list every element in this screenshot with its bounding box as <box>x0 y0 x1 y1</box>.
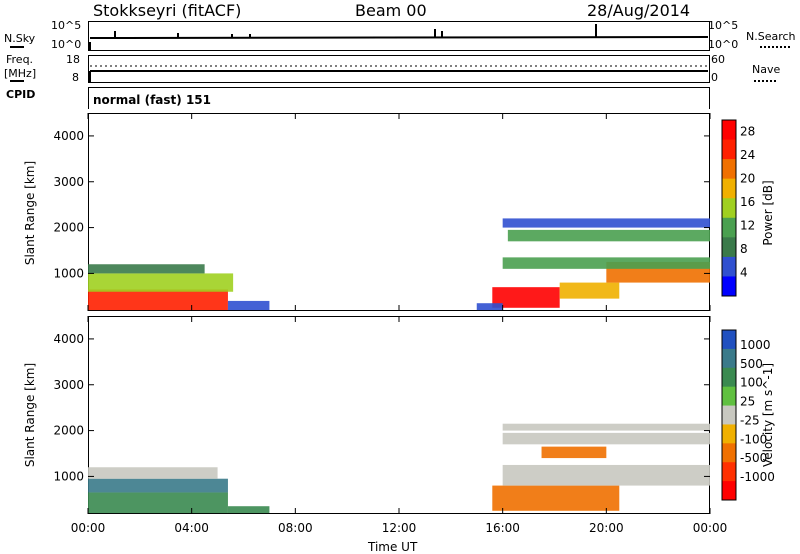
data-cell <box>227 300 270 311</box>
data-cell <box>559 282 620 299</box>
data-cell <box>492 485 620 511</box>
colorbar-tick-label: 16 <box>740 195 755 209</box>
colorbar-tick-label: 28 <box>740 125 755 139</box>
x-tick-label: 16:00 <box>485 521 520 535</box>
freq-left-underline <box>10 80 24 82</box>
colorbar-segment <box>722 367 736 388</box>
colorbar-segment <box>722 256 736 277</box>
colorbar-segment <box>722 217 736 238</box>
data-cell <box>492 287 560 308</box>
x-tick-label: 00:00 <box>693 521 728 535</box>
colorbar-segment <box>722 462 736 482</box>
freq-right-bottom-tick: 0 <box>711 71 718 84</box>
colorbar-tick-label: 20 <box>740 172 755 186</box>
colorbar-frame <box>721 119 737 297</box>
data-cell <box>502 423 710 431</box>
y-tick-label: 4000 <box>53 129 84 143</box>
colorbar-segment <box>722 237 736 258</box>
data-cell <box>507 229 710 242</box>
colorbar-tick-label: 1000 <box>740 338 771 352</box>
data-cell <box>502 218 710 228</box>
freq-right-top-tick: 60 <box>711 53 725 66</box>
colorbar-segment <box>722 330 736 350</box>
data-cell <box>88 273 234 292</box>
freq-left-bottom-tick: 8 <box>72 71 79 84</box>
colorbar-segment <box>722 120 736 141</box>
beam-label: Beam 00 <box>355 1 427 20</box>
data-cell <box>88 478 228 493</box>
colorbar-tick-label: 25 <box>740 395 755 409</box>
nave-label: Nave <box>752 63 781 76</box>
noise-right-bottom-tick: 10^0 <box>708 38 739 51</box>
colorbar-tick-label: -100 <box>740 432 767 446</box>
y-tick-label: 1000 <box>53 469 84 483</box>
y-tick-label: 3000 <box>53 175 84 189</box>
colorbar-segment <box>722 276 736 297</box>
data-cell <box>502 432 710 445</box>
station-title: Stokkseyri (fitACF) <box>93 1 242 20</box>
colorbar-segment <box>722 178 736 199</box>
colorbar-segment <box>722 386 736 407</box>
x-tick-label: 04:00 <box>174 521 209 535</box>
colorbar-tick-label: -500 <box>740 451 767 465</box>
data-cell <box>541 446 607 459</box>
freq-label-1: Freq. <box>6 53 34 66</box>
colorbar-tick-label: 12 <box>740 219 755 233</box>
colorbar-tick-label: 100 <box>740 376 763 390</box>
colorbar-tick-label: 500 <box>740 357 763 371</box>
x-tick-label: 20:00 <box>589 521 624 535</box>
colorbar-segment <box>722 159 736 180</box>
colorbar-tick-label: -25 <box>740 413 760 427</box>
noise-trace <box>89 36 709 39</box>
freq-panel <box>88 55 710 83</box>
y-tick-label: 1000 <box>53 266 84 280</box>
cpid-panel-border <box>88 87 710 109</box>
noise-right-label: N.Search <box>746 30 796 43</box>
x-axis-label: Time UT <box>368 540 418 554</box>
y-tick-label: 4000 <box>53 332 84 346</box>
data-cell <box>88 264 205 274</box>
colorbar-segment <box>722 481 736 501</box>
colorbar-tick-label: 24 <box>740 148 755 162</box>
noise-panel <box>88 21 710 51</box>
cpid-label: CPID <box>6 88 36 101</box>
data-cell <box>502 464 710 486</box>
data-cell <box>227 506 270 514</box>
y-tick-label: 3000 <box>53 378 84 392</box>
noise-left-top-tick: 10^5 <box>51 19 82 32</box>
x-tick-label: 00:00 <box>71 521 106 535</box>
noise-right-dotted-line <box>760 46 790 48</box>
colorbar-segment <box>722 198 736 219</box>
data-cell <box>88 289 228 311</box>
colorbar-tick-label: 4 <box>740 266 748 280</box>
noise-left-bottom-tick: 10^0 <box>51 38 82 51</box>
y-tick-label: 2000 <box>53 221 84 235</box>
freq-left-top-tick: 18 <box>66 53 80 66</box>
noise-left-label: N.Sky <box>4 32 36 45</box>
noise-right-top-tick: 10^5 <box>708 19 739 32</box>
y-tick-label: 2000 <box>53 424 84 438</box>
data-cell <box>476 303 503 311</box>
colorbar-segment <box>722 405 736 425</box>
colorbar-tick-label: -1000 <box>740 470 775 484</box>
x-tick-label: 12:00 <box>382 521 417 535</box>
colorbar-segment <box>722 443 736 463</box>
x-tick-label: 08:00 <box>278 521 313 535</box>
colorbar-segment <box>722 139 736 160</box>
colorbar-segment <box>722 424 736 444</box>
nave-dotted-line <box>754 80 776 82</box>
freq-label-2: [MHz] <box>4 67 37 80</box>
cpid-value: normal (fast) 151 <box>93 93 211 107</box>
colorbar-tick-label: 8 <box>740 242 748 256</box>
date-label: 28/Aug/2014 <box>587 1 691 20</box>
data-cell <box>88 492 228 514</box>
data-cell <box>502 257 710 269</box>
colorbar-frame <box>721 329 737 501</box>
noise-left-underline <box>10 46 24 48</box>
data-cell <box>88 467 218 479</box>
colorbar-segment <box>722 348 736 369</box>
